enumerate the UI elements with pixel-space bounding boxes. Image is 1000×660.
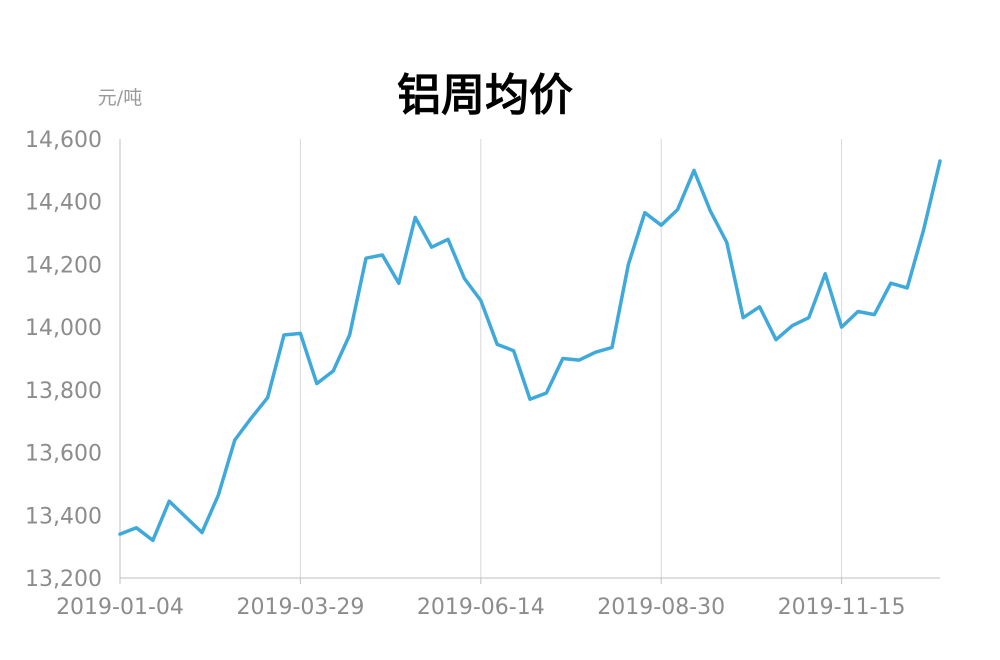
series-layer	[118, 159, 942, 543]
y-tick-label: 13,200	[25, 567, 102, 592]
price-line	[118, 159, 942, 543]
y-axis-ticks: 13,200 13,400 13,600 13,800 14,000 14,200 14,4…	[25, 128, 102, 592]
x-tick-label: 2019-06-14	[417, 595, 545, 620]
x-tick-label: 2019-11-15	[778, 595, 906, 620]
x-axis-ticks: 2019-01-04 2019-03-29 2019-06-14 2019-08-30…	[56, 578, 906, 620]
x-tick-label: 2019-08-30	[597, 595, 725, 620]
y-tick-label: 13,400	[25, 504, 102, 529]
y-tick-label: 14,000	[25, 316, 102, 341]
y-tick-label: 13,600	[25, 442, 102, 467]
y-tick-label: 14,600	[25, 128, 102, 153]
y-tick-label: 14,400	[25, 191, 102, 216]
x-tick-label: 2019-01-04	[56, 595, 184, 620]
y-tick-label: 13,800	[25, 379, 102, 404]
y-tick-label: 14,200	[25, 253, 102, 278]
axes	[119, 139, 940, 579]
vertical-gridlines	[299, 139, 843, 578]
y-axis-unit-label: 元/吨	[98, 87, 142, 109]
chart-title: 铝周均价	[397, 70, 573, 121]
x-tick-label: 2019-03-29	[236, 595, 364, 620]
